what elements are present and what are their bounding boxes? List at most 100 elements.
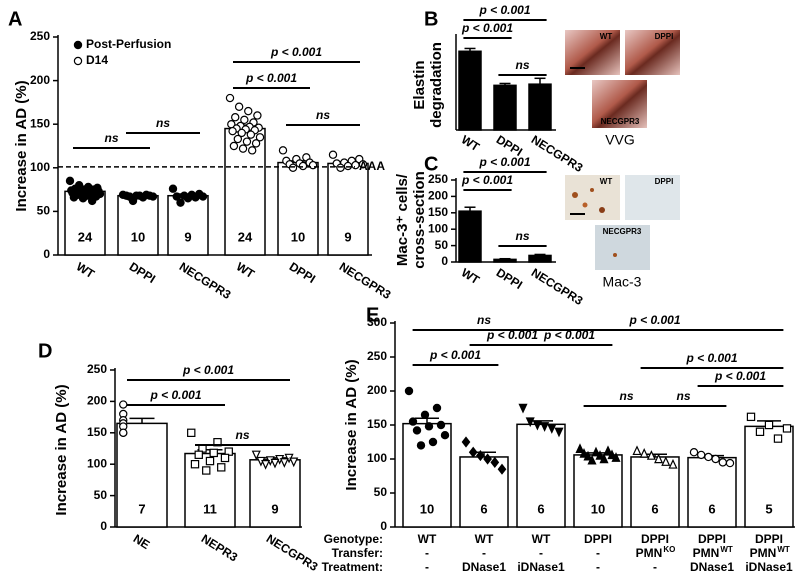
bar [184, 452, 236, 528]
y-axis-label: cross-section [411, 171, 428, 269]
data-point [194, 450, 203, 459]
data-point [639, 448, 649, 458]
y-tick-label: 150 [367, 417, 387, 431]
significance-label: p < 0.001 [478, 155, 530, 169]
data-point [251, 139, 261, 148]
y-tick-label: 200 [30, 73, 50, 87]
data-point [69, 193, 79, 202]
significance-label: p < 0.001 [628, 313, 680, 327]
data-point [599, 453, 609, 464]
data-point [231, 113, 240, 122]
x-tick-label: NECGPR3 [529, 132, 586, 175]
data-point [554, 427, 564, 438]
data-point [436, 420, 446, 430]
data-point [73, 40, 83, 50]
table-cell: - [653, 560, 657, 574]
data-point [65, 176, 75, 186]
data-point [547, 424, 557, 434]
data-point [138, 193, 148, 202]
y-tick-label: 0 [100, 519, 107, 533]
panel-letter: A [8, 8, 22, 30]
table-cell: iDNase1 [745, 560, 793, 574]
bar [528, 83, 552, 131]
n-label: 6 [708, 501, 715, 516]
n-label: 9 [184, 229, 191, 244]
table-cell: WT [418, 532, 437, 546]
bar [402, 422, 452, 528]
significance-label: ns [104, 131, 118, 145]
data-point [416, 441, 426, 450]
data-point [191, 193, 200, 202]
data-point [190, 460, 200, 469]
stain [613, 253, 617, 257]
significance-label: p < 0.001 [270, 45, 322, 59]
data-point [240, 115, 249, 125]
x-tick-label: WT [459, 265, 483, 287]
table-cell: - [482, 546, 486, 560]
data-point [202, 466, 211, 475]
table-superscript: WT [720, 545, 733, 554]
y-tick-label: 250 [30, 29, 50, 43]
y-tick-label: 50 [94, 488, 108, 502]
data-point [255, 133, 265, 142]
y-tick-label: 300 [367, 315, 387, 329]
data-point [432, 403, 442, 413]
table-cell: PMN [636, 546, 663, 560]
micrographs-b: WT DPPI NECGPR3 VVG [565, 30, 680, 148]
data-point [119, 400, 128, 409]
n-label: 10 [420, 501, 434, 516]
data-point [279, 458, 289, 468]
data-point [308, 160, 318, 170]
data-point [343, 161, 353, 171]
y-tick-label: 0 [43, 247, 50, 261]
x-tick-label: NE [131, 531, 153, 552]
data-point [764, 420, 774, 430]
bar [117, 194, 159, 256]
data-point [328, 150, 338, 159]
data-point [711, 454, 720, 464]
data-point [461, 436, 471, 448]
micrograph [625, 30, 680, 75]
table-cell: DPPI [755, 532, 783, 546]
bar [493, 84, 517, 131]
table-cell: WT [532, 532, 551, 546]
data-point [73, 56, 83, 66]
data-point [632, 445, 642, 456]
y-tick-label: 0 [441, 254, 448, 268]
significance-label: p < 0.001 [714, 369, 766, 383]
data-point [782, 424, 792, 433]
y-tick-label: 100 [428, 221, 448, 235]
significance-label: ns [235, 428, 249, 442]
data-point [148, 192, 158, 201]
data-point [205, 456, 215, 466]
data-point [187, 428, 196, 438]
data-point [654, 453, 664, 464]
data-point [704, 452, 713, 462]
significance-label: ns [316, 108, 330, 122]
n-label: 10 [291, 229, 305, 244]
bar [528, 254, 552, 263]
data-point [278, 146, 288, 155]
y-axis-label: Elastin [411, 60, 428, 109]
table-row-label: Treatment: [322, 560, 383, 574]
y-tick-label: 200 [428, 189, 448, 203]
data-point [78, 194, 88, 203]
bar [687, 456, 737, 528]
table-row-label: Genotype: [324, 532, 383, 546]
data-point [242, 137, 252, 146]
micrograph [595, 225, 650, 270]
panel-letter: B [424, 8, 438, 30]
significance-label: p < 0.001 [486, 328, 538, 342]
data-point [288, 163, 298, 172]
n-label: 9 [344, 229, 351, 244]
significance-label: ns [156, 116, 170, 130]
significance-label: p < 0.001 [461, 173, 513, 187]
data-point [225, 93, 235, 103]
y-tick-label: 0 [380, 519, 387, 533]
y-tick-label: 50 [37, 204, 51, 218]
data-point [725, 458, 735, 468]
y-tick-label: 150 [30, 116, 50, 130]
data-point [420, 410, 430, 419]
